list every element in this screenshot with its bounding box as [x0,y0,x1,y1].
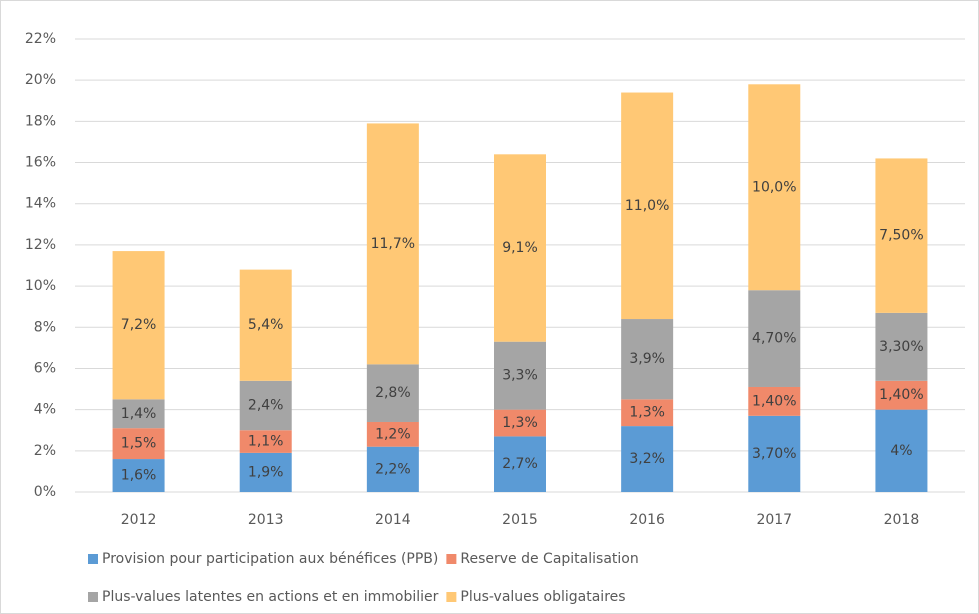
bar-segment [112,428,165,460]
y-tick-label: 6% [34,360,56,376]
data-label: 9,1% [502,240,538,256]
data-label: 3,2% [629,451,665,467]
data-label: 4,70% [752,331,796,347]
bar-segment [112,459,165,492]
bar-segment [748,415,801,492]
bar-segment [875,409,928,492]
y-tick-label: 10% [25,278,56,294]
data-label: 1,5% [121,436,157,452]
data-label: 2,2% [375,461,411,477]
legend-swatch [446,592,457,602]
data-label: 5,4% [248,317,284,333]
bar-segment [239,380,292,431]
y-tick-label: 0% [34,484,56,500]
data-label: 1,3% [629,405,665,421]
data-label: 1,4% [121,406,157,422]
legend-label: Reserve de Capitalisation [460,551,638,567]
data-label: 10,0% [752,179,796,195]
bar-segment [875,158,928,313]
bar-segment [112,399,165,429]
bar-segment [112,251,165,400]
bar-segment [748,386,801,416]
y-tick-label: 8% [34,319,56,335]
data-label: 1,3% [502,415,538,431]
data-label: 3,70% [752,446,796,462]
data-label: 1,6% [121,468,157,484]
data-label: 11,7% [371,236,415,252]
x-tick-label: 2013 [248,512,284,528]
bar-segment [621,426,674,492]
data-label: 11,0% [625,198,669,214]
bar-segment [239,452,292,492]
y-tick-label: 16% [25,155,56,171]
x-tick-label: 2018 [884,512,920,528]
data-label: 1,2% [375,426,411,442]
bar-segment [494,341,546,410]
data-label: 7,2% [121,317,157,333]
y-tick-label: 2% [34,443,56,459]
bar-segment [366,446,419,492]
bar-segment [621,399,674,427]
bar-segment [875,380,928,410]
data-label: 4% [890,443,912,459]
y-tick-label: 14% [25,196,56,212]
x-tick-label: 2016 [629,512,665,528]
y-tick-label: 18% [25,113,56,129]
bar-segment [748,290,801,387]
legend-swatch [88,554,98,564]
x-tick-label: 2015 [502,512,538,528]
data-label: 2,7% [502,456,538,472]
bar-segment [494,436,546,492]
y-tick-label: 4% [34,402,56,418]
bar-segment [875,312,928,381]
bar-segment [494,409,546,437]
legend-swatch [88,592,98,602]
y-tick-label: 12% [25,237,56,253]
x-tick-label: 2017 [756,512,792,528]
bar-segment [239,269,292,381]
x-tick-label: 2012 [121,512,157,528]
data-label: 2,8% [375,385,411,401]
data-label: 2,4% [248,398,284,414]
legend-label: Plus-values obligataires [460,589,625,605]
bar-segment [494,154,546,342]
data-label: 7,50% [879,228,923,244]
y-tick-label: 20% [25,72,56,88]
data-label: 1,9% [248,464,284,480]
bar-segment [239,430,292,453]
legend-label: Plus-values latentes en actions et en im… [102,589,439,605]
data-label: 1,40% [879,387,923,403]
data-label: 1,1% [248,434,284,450]
bar-segment [621,92,674,320]
bar-segment [366,421,419,447]
legend-swatch [446,554,457,564]
legend-label: Provision pour participation aux bénéfic… [102,551,438,567]
bar-segment [366,364,419,422]
bar-segment [621,319,674,400]
data-label: 3,30% [879,339,923,355]
data-label: 3,3% [502,368,538,384]
bar-segment [748,84,801,291]
bar-segment [366,123,419,365]
data-label: 1,40% [752,393,796,409]
y-tick-label: 22% [25,31,56,47]
x-tick-label: 2014 [375,512,411,528]
data-label: 3,9% [629,351,665,367]
